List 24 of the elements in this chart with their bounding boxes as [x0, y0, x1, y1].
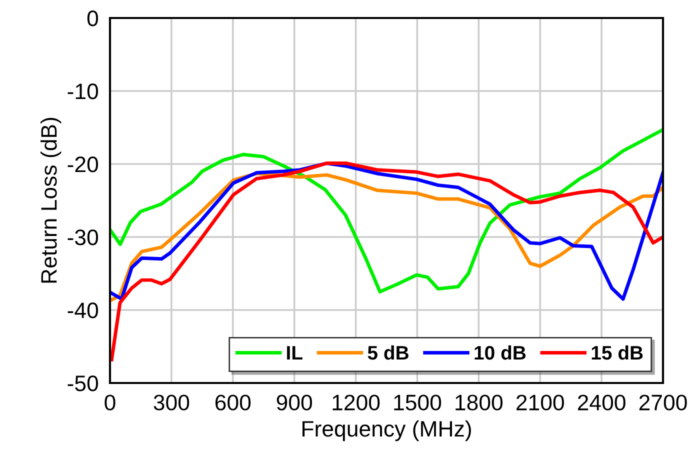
y-tick-label: -30: [68, 230, 98, 246]
line-series: [110, 162, 663, 362]
x-axis-title: Frequency (MHz): [302, 420, 471, 442]
y-tick-label: 0: [87, 10, 98, 26]
x-tick-label: 600: [215, 394, 251, 410]
legend-label: IL: [287, 346, 302, 360]
x-tick-label: 900: [276, 394, 312, 410]
y-axis-title: Return Loss (dB): [40, 118, 62, 283]
y-tick-label: -10: [68, 84, 98, 100]
x-tick-label: 1500: [394, 394, 442, 410]
x-tick-label: 2400: [578, 394, 626, 410]
x-tick-label: 2700: [639, 394, 687, 410]
x-tick-label: 300: [154, 394, 190, 410]
x-tick-label: 2100: [516, 394, 564, 410]
y-tick-label: -20: [68, 156, 98, 172]
y-tick-label: -40: [68, 302, 98, 318]
legend-label: 10 dB: [474, 345, 526, 360]
y-tick-label: -50: [68, 376, 98, 392]
legend-label: 15 dB: [592, 345, 643, 360]
legend-label: 5 dB: [368, 345, 408, 360]
x-tick-label: 1200: [332, 394, 380, 410]
x-tick-label: 1800: [456, 394, 503, 410]
line-series: [110, 128, 663, 294]
x-tick-label: 0: [104, 394, 116, 410]
